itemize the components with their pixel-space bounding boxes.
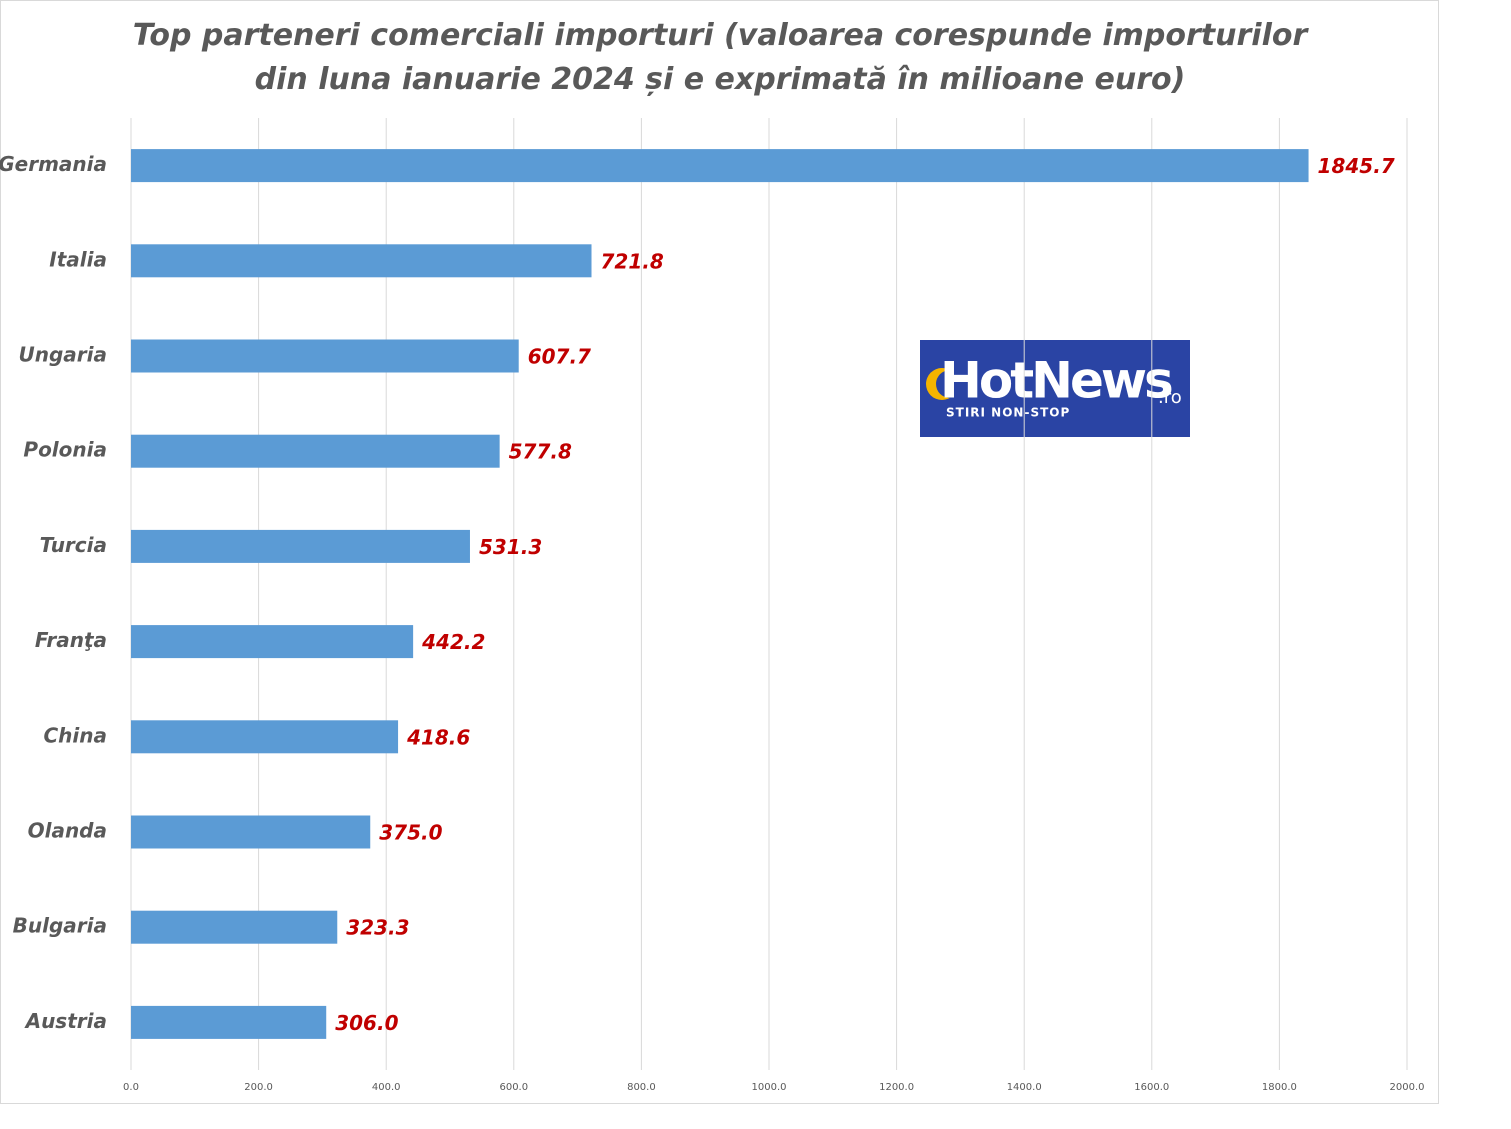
data-label: 577.8 [509, 440, 572, 464]
x-tick-label: 400.0 [372, 1082, 401, 1093]
data-label: 375.0 [379, 821, 442, 845]
logo-name: HotNews [940, 352, 1172, 410]
x-tick-label: 1400.0 [1007, 1082, 1042, 1093]
data-label: 531.3 [479, 535, 542, 559]
bar [131, 910, 338, 944]
bar [131, 434, 500, 468]
chart-title: Top parteneri comerciali importuri (valo… [132, 18, 1308, 97]
y-tick-label: Franţa [35, 628, 107, 652]
x-tick-label: 0.0 [123, 1082, 139, 1093]
data-label: 306.0 [335, 1011, 398, 1035]
y-tick-label: Germania [0, 152, 107, 176]
y-tick-label: Italia [49, 247, 107, 271]
bar [131, 625, 414, 659]
bar [131, 720, 399, 754]
x-tick-label: 800.0 [627, 1082, 656, 1093]
logo-suffix: .ro [1158, 387, 1182, 408]
x-tick-label: 1600.0 [1134, 1082, 1169, 1093]
bar [131, 149, 1309, 183]
logo: HotNews .ro STIRI NON-STOP [920, 340, 1190, 437]
data-label: 721.8 [601, 249, 664, 273]
chart-frame [0, 0, 1439, 1104]
x-tick-label: 600.0 [499, 1082, 528, 1093]
y-tick-label: Bulgaria [13, 914, 107, 938]
x-tick-label: 2000.0 [1390, 1082, 1425, 1093]
x-tick-label: 1000.0 [752, 1082, 787, 1093]
y-tick-label: Austria [24, 1009, 107, 1033]
y-tick-label: Ungaria [18, 343, 107, 367]
data-label: 607.7 [528, 345, 591, 369]
data-label: 323.3 [346, 916, 409, 940]
bar [131, 339, 519, 373]
x-tick-label: 1800.0 [1262, 1082, 1297, 1093]
data-label: 418.6 [406, 725, 470, 749]
bar [131, 244, 592, 278]
data-label: 442.2 [421, 630, 485, 654]
x-tick-label: 1200.0 [879, 1082, 914, 1093]
y-tick-label: China [43, 723, 107, 747]
data-label: 1845.7 [1318, 154, 1395, 178]
bar [131, 1005, 327, 1039]
bar [131, 815, 371, 849]
bar [131, 529, 470, 563]
y-tick-label: Turcia [40, 533, 107, 557]
logo-tagline: STIRI NON-STOP [946, 406, 1070, 420]
logo-background [920, 340, 1190, 437]
x-tick-label: 200.0 [244, 1082, 273, 1093]
y-tick-label: Olanda [28, 819, 107, 843]
y-tick-label: Polonia [23, 438, 107, 462]
logo-sun-cut [936, 370, 964, 398]
